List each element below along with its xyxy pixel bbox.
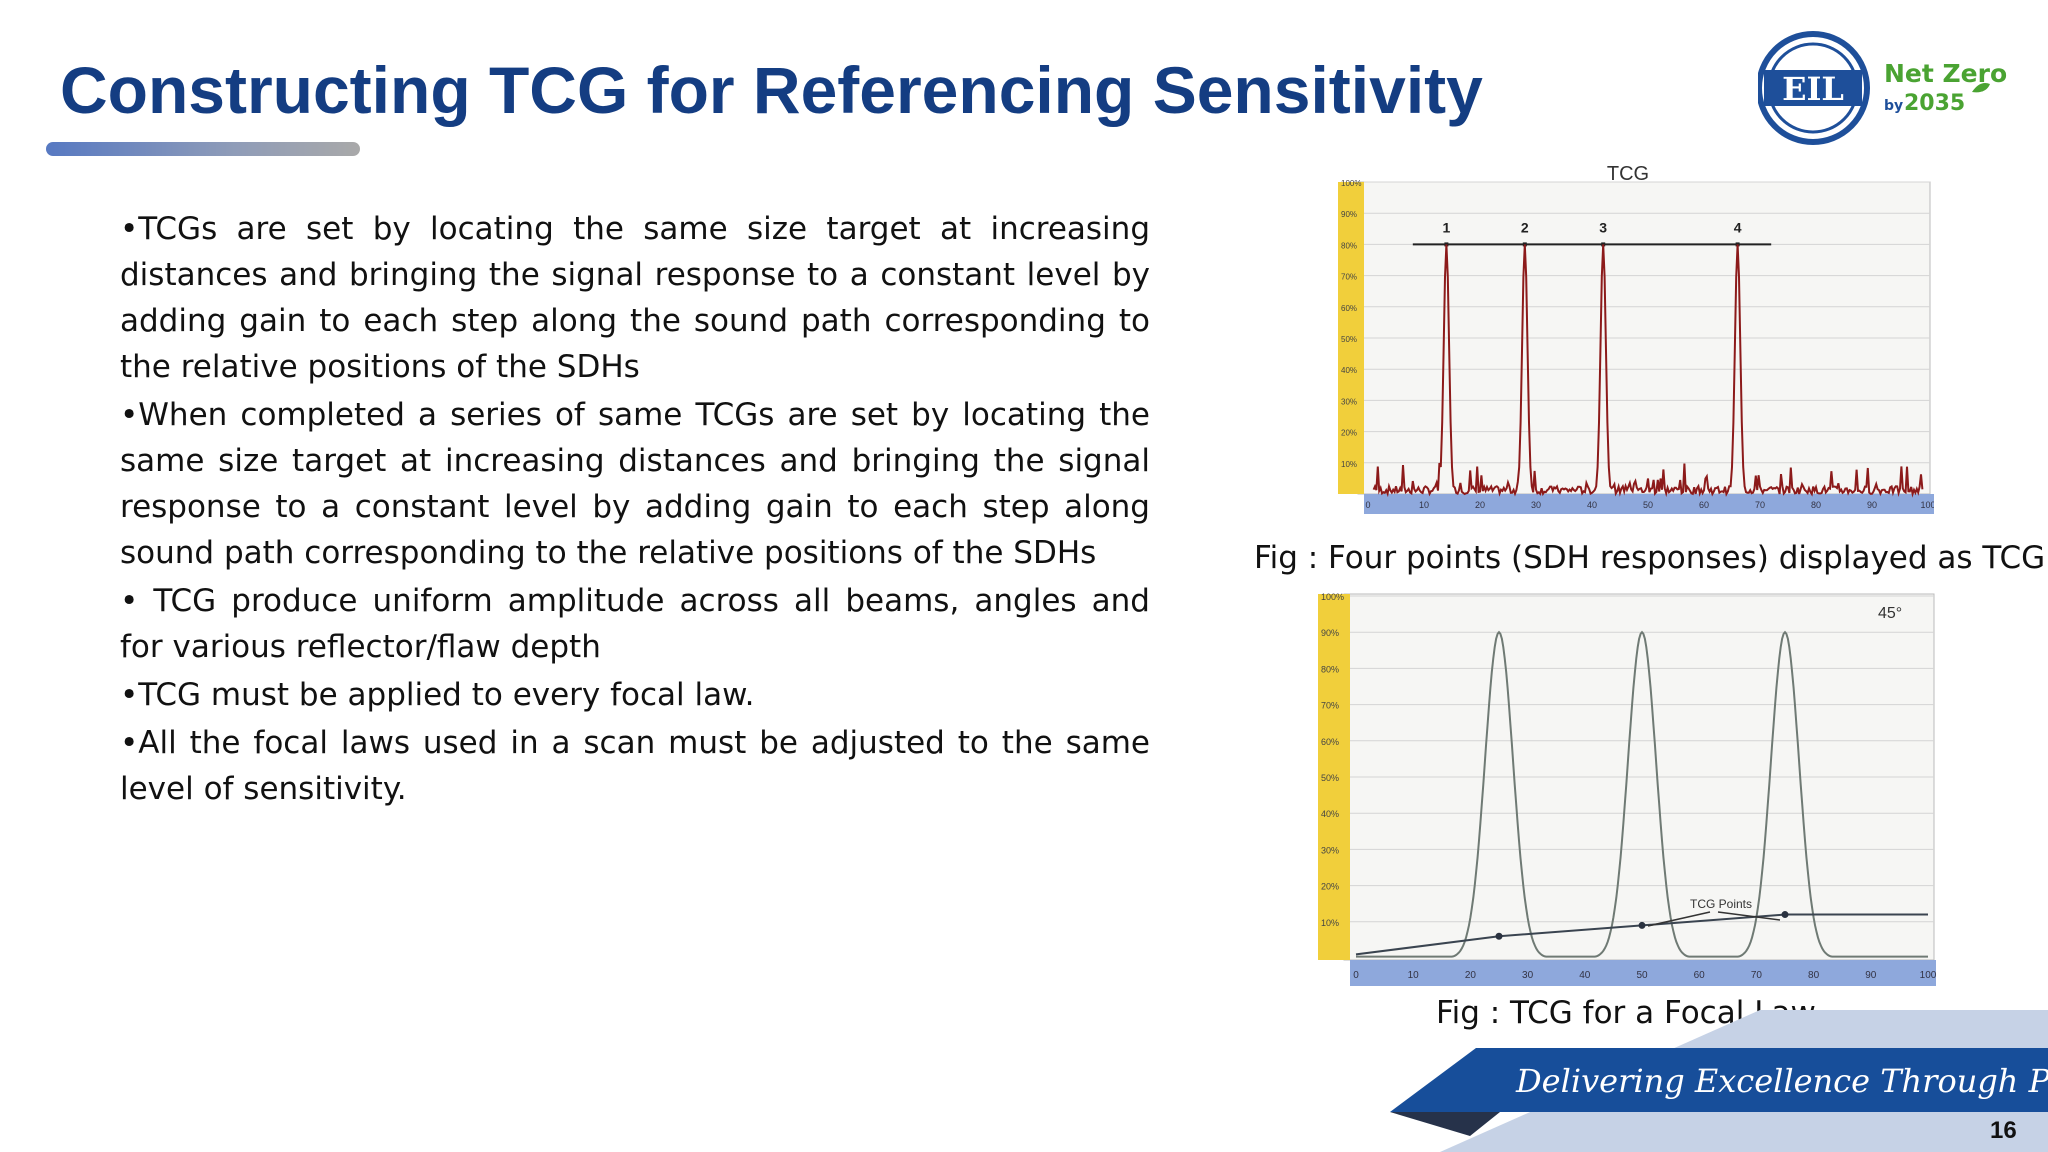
fig2-annotation-arrow-2 <box>1717 911 1781 921</box>
fig1-x-tick-label: 20 <box>1475 500 1485 510</box>
fig2-angle-label: 45° <box>1878 605 1902 622</box>
fig2-y-axis-band <box>1318 594 1350 960</box>
fig1-x-tick-label: 50 <box>1643 500 1653 510</box>
eil-logo-icon: EIL Net Zero by 2035 <box>1758 31 2007 145</box>
fig1-y-tick-label: 50% <box>1341 335 1357 344</box>
fig2-x-tick-label: 10 <box>1408 970 1420 981</box>
fig1-x-axis-band <box>1364 494 1934 514</box>
bullet-item-1: •TCGs are set by locating the same size … <box>120 211 1150 385</box>
fig2-x-tick-label: 80 <box>1808 970 1820 981</box>
fig1-point-label: 1 <box>1443 219 1451 235</box>
fig1-y-tick-label: 40% <box>1341 366 1357 375</box>
fig2-y-tick-label: 10% <box>1321 918 1339 928</box>
fig1-y-tick-label: 100% <box>1341 179 1361 188</box>
fig2-x-tick-label: 20 <box>1465 970 1477 981</box>
logo-by: by <box>1884 98 1903 114</box>
fig1-point-label: 3 <box>1599 219 1607 235</box>
fig1-y-tick-label: 90% <box>1341 210 1357 219</box>
fig2-x-tick-label: 70 <box>1751 970 1763 981</box>
fig1-caption: Fig : Four points (SDH responses) displa… <box>1254 540 2046 576</box>
fig1-x-tick-label: 80 <box>1811 500 1821 510</box>
footer-dark-tab <box>1390 1112 1500 1136</box>
fig1-x-tick-label: 40 <box>1587 500 1597 510</box>
fig2-y-tick-label: 30% <box>1321 845 1339 855</box>
fig2-signal-trace <box>1356 630 1928 958</box>
fig1-x-tick-label: 10 <box>1419 500 1429 510</box>
fig1-y-tick-label: 70% <box>1341 273 1357 282</box>
fig1-title: TCG <box>1607 163 1649 185</box>
fig1-y-axis-band <box>1338 182 1364 494</box>
fig2-y-tick-label: 70% <box>1321 701 1339 711</box>
fig2-x-tick-label: 50 <box>1636 970 1648 981</box>
fig2-tcg-point <box>1781 911 1789 919</box>
bullet-list: •TCGs are set by locating the same size … <box>120 206 1150 814</box>
fig2-x-tick-label: 100 <box>1920 970 1936 981</box>
fig2-tcg-point <box>1638 921 1646 929</box>
fig1-y-tick-label: 10% <box>1341 460 1357 469</box>
page-number: 16 <box>1990 1117 2017 1144</box>
bullet-item-2: •When completed a series of same TCGs ar… <box>120 397 1150 571</box>
fig1-point-label: 2 <box>1521 219 1529 235</box>
fig1-x-tick-label: 30 <box>1531 500 1541 510</box>
tcg-figure-focal-law: 100% 90% 80% 70% 60% 50% 40% 30% 20% 10% 0 10 20 30 4… <box>1318 592 1936 986</box>
footer-tagline: Delivering Excellence Through People <box>1516 1062 2048 1100</box>
fig2-y-tick-label: 20% <box>1321 882 1339 892</box>
fig2-y-tick-label: 60% <box>1321 737 1339 747</box>
fig1-point-label: 4 <box>1734 219 1742 235</box>
fig2-x-tick-label: 30 <box>1522 970 1534 981</box>
tcg-figure-four-points: TCG 100% 90% 80% 70% 60% 50% 40% 30% 20% 10% 0 10 2… <box>1338 163 1934 514</box>
fig1-x-tick-label: 70 <box>1755 500 1765 510</box>
fig2-tcg-point <box>1495 932 1503 940</box>
fig1-y-tick-label: 60% <box>1341 304 1357 313</box>
fig2-y-tick-label: 50% <box>1321 773 1339 783</box>
fig2-y-tick-label: 40% <box>1321 809 1339 819</box>
fig2-x-tick-label: 90 <box>1865 970 1877 981</box>
fig2-annotation: TCG Points <box>1690 897 1752 911</box>
fig2-y-tick-label: 90% <box>1321 628 1339 638</box>
fig1-y-tick-label: 30% <box>1341 397 1357 406</box>
logo-year: 2035 <box>1904 91 1965 116</box>
title-underline <box>46 142 360 156</box>
bullet-item-5: •All the focal laws used in a scan must … <box>120 725 1150 807</box>
page-title: Constructing TCG for Referencing Sensiti… <box>60 53 1483 127</box>
fig1-y-tick-label: 80% <box>1341 241 1357 250</box>
fig2-x-axis-band <box>1350 960 1936 986</box>
bullet-item-4: •TCG must be applied to every focal law. <box>120 677 755 713</box>
logo-brand: EIL <box>1782 70 1844 108</box>
fig1-y-tick-label: 20% <box>1341 429 1357 438</box>
fig2-annotation-arrow-1 <box>1647 911 1711 927</box>
fig2-x-tick-label: 60 <box>1694 970 1706 981</box>
fig1-x-tick-label: 100 <box>1920 500 1934 510</box>
fig1-x-tick-label: 60 <box>1699 500 1709 510</box>
fig2-caption: Fig : TCG for a Focal Law <box>1436 995 1816 1031</box>
fig2-x-tick-label: 40 <box>1579 970 1591 981</box>
bullet-item-3: • TCG produce uniform amplitude across a… <box>120 583 1150 665</box>
fig2-y-tick-label: 80% <box>1321 664 1339 674</box>
fig1-x-tick-label: 90 <box>1867 500 1877 510</box>
fig1-signal-trace <box>1372 244 1924 498</box>
fig2-x-tick-label: 0 <box>1353 970 1359 981</box>
fig1-x-tick-label: 0 <box>1365 500 1370 510</box>
leaf-icon <box>1972 83 1990 93</box>
fig2-y-tick-label: 100% <box>1321 592 1344 602</box>
